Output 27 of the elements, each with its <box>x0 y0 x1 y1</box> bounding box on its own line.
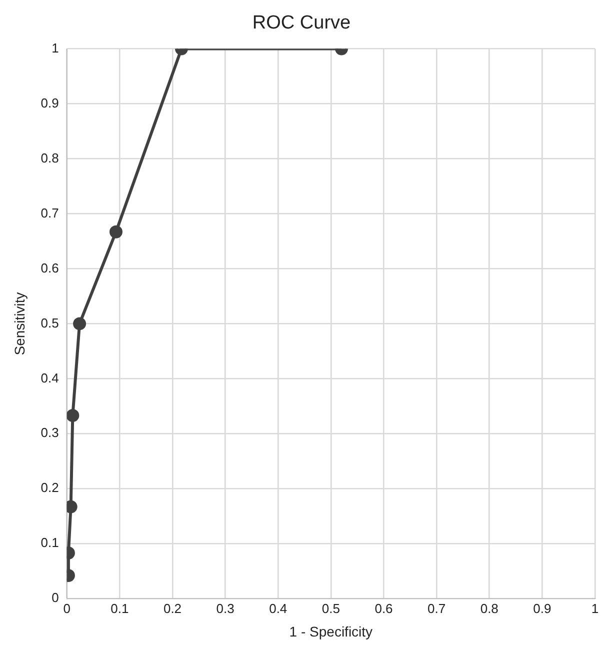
x-tick-label: 0.5 <box>322 600 340 616</box>
x-tick-label: 0.1 <box>110 600 129 616</box>
x-tick-label: 0.6 <box>374 600 393 616</box>
point <box>73 317 86 330</box>
y-tick-label: 0 <box>52 590 59 606</box>
x-tick-label: 0.9 <box>533 600 552 616</box>
x-tick-label: 0.8 <box>480 600 498 616</box>
y-tick-label: 0.2 <box>40 480 59 496</box>
y-tick-label: 0.4 <box>40 370 59 386</box>
y-tick-label: 0.3 <box>40 425 59 440</box>
y-tick-label: 0.8 <box>40 150 59 166</box>
y-tick-label: 1 <box>52 40 59 56</box>
y-tick-label: 0.6 <box>40 260 59 276</box>
y-tick-label: 0.7 <box>40 205 59 220</box>
x-tick-label: 1 <box>591 600 599 616</box>
x-axis-title: 1 - Specificity <box>289 623 373 640</box>
x-tick-label: 0.3 <box>216 600 234 616</box>
y-tick-label: 0.1 <box>40 535 59 550</box>
y-axis-title: Sensitivity <box>11 292 28 356</box>
point <box>66 409 80 422</box>
x-tick-label: 0 <box>63 600 70 616</box>
y-tick-label: 0.5 <box>40 315 59 330</box>
x-tick-label: 0.4 <box>269 600 288 616</box>
y-tick-label: 0.9 <box>40 95 59 110</box>
chart-title: ROC Curve <box>252 12 351 34</box>
x-tick-label: 0.7 <box>428 600 446 616</box>
x-tick-label: 0.2 <box>163 600 182 616</box>
